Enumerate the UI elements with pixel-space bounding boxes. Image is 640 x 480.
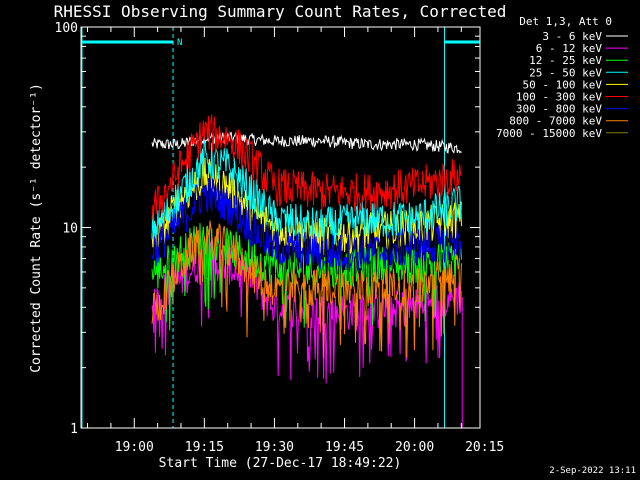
x-tick-label-2000: 20:00 xyxy=(395,440,434,455)
night-flag-label: N xyxy=(177,38,182,48)
legend-label-0: 3 - 6 keV xyxy=(542,30,602,43)
legend-label-1: 6 - 12 keV xyxy=(536,42,603,55)
series-line-7 xyxy=(151,220,462,358)
y-tick-label-100: 100 xyxy=(55,21,78,36)
y-tick-label-10: 10 xyxy=(62,222,78,237)
x-tick-label-1945: 19:45 xyxy=(325,440,364,455)
plot-area: N xyxy=(81,27,480,428)
legend-label-2: 12 - 25 keV xyxy=(529,54,602,67)
y-axis-label: Corrected Count Rate (s⁻¹ detector⁻¹) xyxy=(29,83,44,373)
series-line-0 xyxy=(151,131,462,154)
footer-date: 2-Sep-2022 13:11 xyxy=(549,466,636,476)
y-tick-label-1: 1 xyxy=(70,422,78,437)
x-axis-label: Start Time (27-Dec-17 18:49:22) xyxy=(159,456,402,471)
legend-label-3: 25 - 50 keV xyxy=(529,66,602,79)
legend-label-8: 7000 - 15000 keV xyxy=(496,127,602,140)
series-line-5 xyxy=(151,114,462,221)
legend-label-5: 100 - 300 keV xyxy=(516,91,602,104)
legend-label-7: 800 - 7000 keV xyxy=(509,115,602,128)
x-tick-label-1930: 19:30 xyxy=(255,440,294,455)
x-tick-label-2015: 20:15 xyxy=(465,440,504,455)
series-line-3 xyxy=(151,140,462,245)
legend-header: Det 1,3, Att 0 xyxy=(519,15,612,28)
legend-label-6: 300 - 800 keV xyxy=(516,103,602,116)
legend-label-4: 50 - 100 keV xyxy=(523,78,603,91)
chart-title: RHESSI Observing Summary Count Rates, Co… xyxy=(54,2,507,21)
axes: 1 10 100 19:00 19:15 19:30 19:45 20:00 20:15 xyxy=(55,21,505,455)
series-line-6 xyxy=(151,177,462,272)
x-tick-label-1900: 19:00 xyxy=(115,440,154,455)
x-tick-label-1915: 19:15 xyxy=(185,440,224,455)
